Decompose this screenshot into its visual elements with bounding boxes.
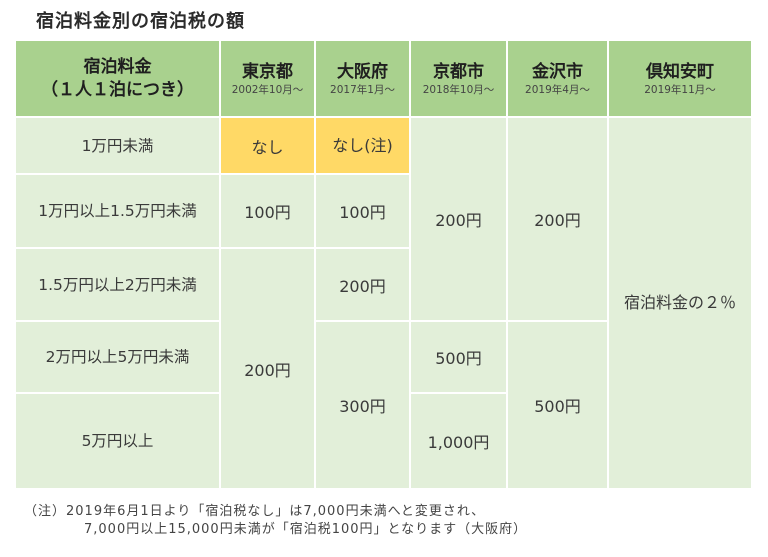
city-name: 倶知安町 [646, 61, 714, 82]
kutchan-cell: 宿泊料金の２％ [607, 116, 753, 490]
page-title: 宿泊料金別の宿泊税の額 [36, 11, 245, 32]
city-since: 2017年1月～ [330, 83, 395, 96]
osaka-200-cell: 200円 [314, 247, 411, 322]
city-name: 京都市 [433, 61, 484, 82]
tokyo-200-cell: 200円 [219, 247, 316, 490]
osaka-none-cell: なし(注) [314, 116, 411, 175]
city-since: 2019年11月～ [644, 83, 716, 96]
kyoto-500-cell: 500円 [409, 320, 508, 394]
tokyo-100-cell: 100円 [219, 173, 316, 249]
table-row: 5万円以上 1,000円 [14, 392, 752, 490]
city-since: 2018年10月～ [422, 83, 495, 96]
header-row: 宿泊料金 （１人１泊につき） 東京都 2002年10月～ 大阪府 2017年1月… [14, 39, 753, 118]
footnote-line2: 7,000円以上15,000円未満が「宿泊税100円」となります（大阪府） [84, 522, 528, 537]
table-row: 2万円以上5万円未満 300円 500円 500円 [14, 320, 752, 490]
table-row: 1万円以上1.5万円未満 100円 100円 [14, 173, 752, 249]
city-since: 2019年4月～ [525, 83, 590, 96]
city-since: 2002年10月～ [231, 83, 304, 96]
tax-table: 宿泊料金 （１人１泊につき） 東京都 2002年10月～ 大阪府 2017年1月… [14, 39, 753, 490]
kyoto-200-cell: 200円 [409, 116, 508, 322]
tier-label: 2万円以上5万円未満 [14, 320, 221, 394]
header-fee: 宿泊料金 （１人１泊につき） [14, 39, 221, 118]
tier-label: 1万円以上1.5万円未満 [14, 173, 221, 249]
osaka-300-cell: 300円 [314, 320, 411, 490]
tier-label: 1万円未満 [14, 116, 221, 175]
header-kanazawa: 金沢市 2019年4月～ [506, 39, 609, 118]
header-tokyo: 東京都 2002年10月～ [219, 39, 316, 118]
osaka-100-cell: 100円 [314, 173, 411, 249]
tier-label: 1.5万円以上2万円未満 [14, 247, 221, 322]
header-kutchan: 倶知安町 2019年11月～ [607, 39, 753, 118]
city-name: 東京都 [242, 61, 293, 82]
kanazawa-500-cell: 500円 [506, 320, 609, 490]
footnote: （注）2019年6月1日より「宿泊税なし」は7,000円未満へと変更され、 7,… [24, 503, 527, 539]
header-kyoto: 京都市 2018年10月～ [409, 39, 508, 118]
city-name: 金沢市 [532, 61, 583, 82]
table-row: 1万円未満 なし なし(注) 200円 200円 宿泊料金の２％ [14, 116, 753, 490]
header-fee-line1: 宿泊料金 [83, 56, 152, 77]
header-osaka: 大阪府 2017年1月～ [314, 39, 411, 118]
kyoto-1000-cell: 1,000円 [409, 392, 508, 490]
tier-label: 5万円以上 [14, 392, 221, 490]
table-row: 1.5万円以上2万円未満 200円 200円 [14, 247, 752, 490]
header-fee-line2: （１人１泊につき） [41, 79, 194, 100]
footnote-line1: （注）2019年6月1日より「宿泊税なし」は7,000円未満へと変更され、 [24, 504, 486, 519]
city-name: 大阪府 [337, 61, 388, 82]
kanazawa-200-cell: 200円 [506, 116, 609, 322]
tokyo-none-cell: なし [219, 116, 316, 175]
